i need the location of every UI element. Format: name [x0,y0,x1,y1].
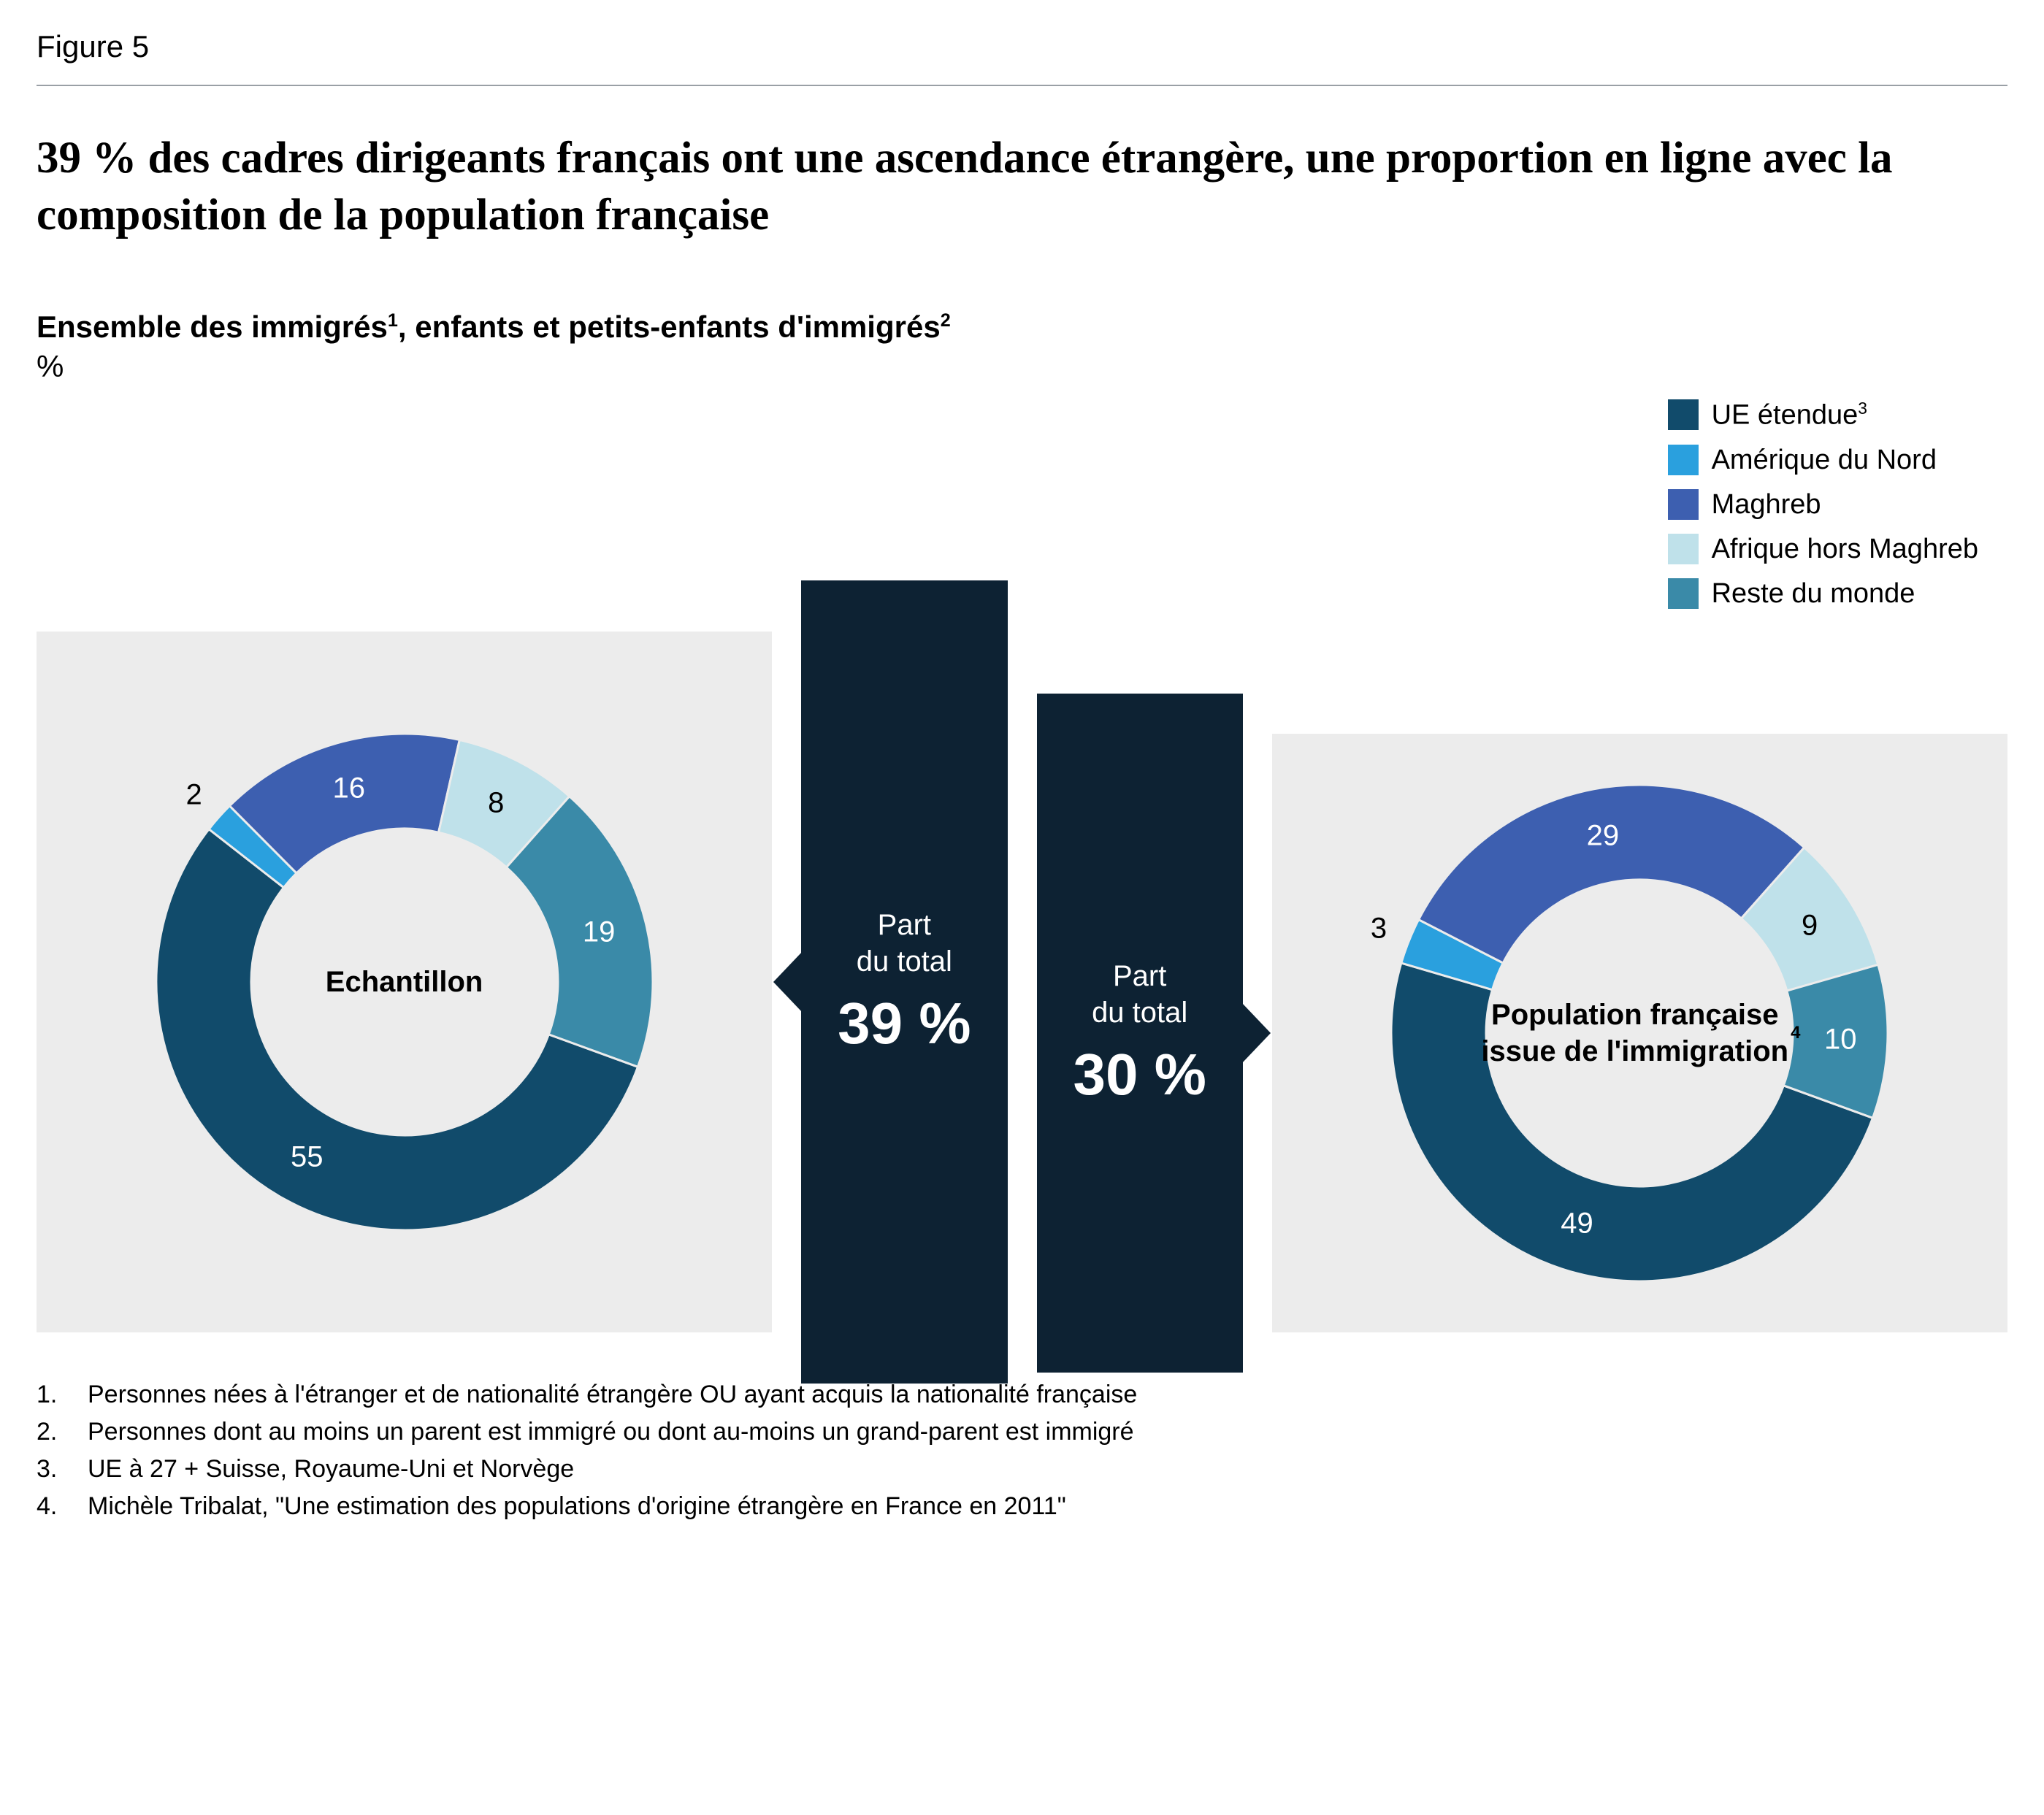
unit-label: % [37,349,2007,384]
legend-label: UE étendue3 [1712,399,1867,431]
callout-right-label: Part du total [1092,958,1187,1031]
legend-swatch [1668,578,1699,609]
legend-label: Reste du monde [1712,578,1915,610]
donut-slice-maghreb [1419,785,1804,963]
panel-left: 55216819Echantillon [37,632,772,1332]
top-rule [37,85,2007,86]
callout-arrow-right [1241,1002,1271,1064]
legend-item: UE étendue3 [1668,399,1867,431]
footnote-item: UE à 27 + Suisse, Royaume-Uni et Norvège [37,1451,2007,1488]
callout-left: Part du total 39 % [801,580,1007,1384]
callout-arrow-left [773,951,803,1013]
callout-left-value: 39 % [838,990,971,1057]
legend-swatch [1668,489,1699,520]
headline: 39 % des cadres dirigeants français ont … [37,130,2007,244]
legend-swatch [1668,399,1699,430]
footnote-item: Personnes nées à l'étranger et de nation… [37,1376,2007,1413]
callout-left-label: Part du total [857,907,952,980]
callout-right-value: 30 % [1073,1041,1206,1108]
donut-left: 55216819Echantillon [127,705,682,1259]
callout-right: Part du total 30 % [1037,694,1243,1373]
legend-item: Amérique du Nord [1668,445,1937,476]
legend-item: Reste du monde [1668,578,1915,610]
figure-label: Figure 5 [37,29,2007,64]
subhead: Ensemble des immigrés1, enfants et petit… [37,310,2007,345]
donut-right: 49329910Population française issue de l'… [1362,756,1917,1311]
legend-swatch [1668,445,1699,475]
footnote-item: Personnes dont au moins un parent est im… [37,1413,2007,1451]
legend-swatch [1668,534,1699,564]
panel-right: 49329910Population française issue de l'… [1272,734,2007,1332]
legend-item: Afrique hors Maghreb [1668,534,1978,565]
chart-panels: 55216819Echantillon Part du total 39 % P… [37,632,2007,1332]
footnote-item: Michèle Tribalat, "Une estimation des po… [37,1488,2007,1525]
legend-label: Maghreb [1712,489,1821,521]
legend-item: Maghreb [1668,489,1821,521]
legend-label: Afrique hors Maghreb [1712,534,1978,565]
legend: UE étendue3 Amérique du Nord Maghreb Afriqu… [1668,399,2007,610]
legend-label: Amérique du Nord [1712,445,1937,476]
footnotes: Personnes nées à l'étranger et de nation… [37,1376,2007,1525]
